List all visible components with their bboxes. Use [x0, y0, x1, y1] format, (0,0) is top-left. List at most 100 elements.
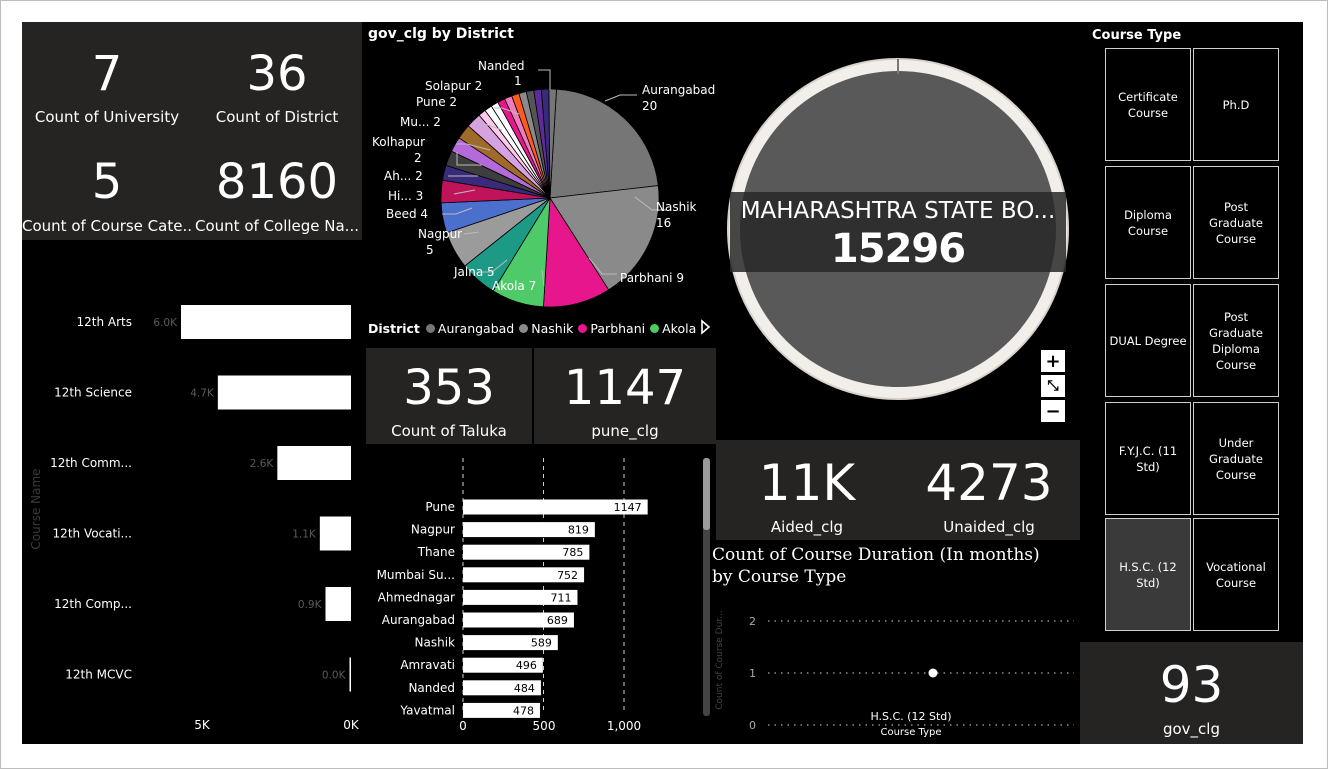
pie-legend[interactable]: District Aurangabad Nashik Parbhani Akol…	[368, 320, 701, 336]
district-bar-value-1: 819	[568, 524, 589, 537]
district-bar-label-0: Pune	[425, 500, 455, 514]
slicer-item-phd[interactable]: Ph.D	[1193, 48, 1279, 161]
pie-slice-small-23[interactable]	[548, 88, 557, 199]
duration-point-0[interactable]	[928, 668, 938, 678]
district-bar-label-1: Nagpur	[411, 523, 455, 537]
legend-item-aurangabad[interactable]: Aurangabad	[425, 320, 515, 336]
kpi-aided-card[interactable]: 11K Aided_clg 4273 Unaided_clg	[716, 440, 1080, 540]
kpi-pune-value: 1147	[563, 360, 687, 416]
pie-label-parbhani: Parbhani 9	[620, 271, 684, 285]
district-bar-value-4: 711	[550, 591, 571, 604]
slicer-item-vocational-course[interactable]: Vocational Course	[1193, 518, 1279, 631]
district-bar-label-6: Nashik	[415, 636, 456, 650]
map-visual[interactable]: MAHARASHTRA STATE BO... 15296	[716, 22, 1080, 436]
district-bar-label-4: Ahmednagar	[378, 590, 455, 604]
pie-label-mu: Mu... 2	[400, 115, 441, 129]
kpi-taluka-card[interactable]: 353 Count of Taluka	[366, 348, 532, 444]
kpi-gov-clg-card[interactable]: 93 gov_clg	[1080, 642, 1303, 744]
kpi-college-name-label: Count of College Na...	[195, 217, 359, 235]
pie-label-akola: Akola 7	[492, 279, 536, 293]
legend-next-icon[interactable]	[699, 319, 711, 335]
slicer-item-certificate-course[interactable]: Certificate Course	[1105, 48, 1191, 161]
course-bar-1[interactable]	[217, 375, 351, 410]
slicer-item-hsc[interactable]: H.S.C. (12 Std)	[1105, 518, 1191, 631]
legend-title: District	[368, 320, 420, 336]
course-name-bar-chart[interactable]: Course Name 5K 0K 12th Arts 6.0K 12th Scie…	[22, 274, 362, 744]
district-scrollbar[interactable]	[703, 458, 710, 716]
pie-label-pune: Pune 2	[416, 95, 457, 109]
district-bar-8[interactable]	[463, 680, 541, 696]
kpi-course-category-label: Count of Course Cate...	[22, 217, 192, 235]
course-bar-4[interactable]	[325, 587, 352, 621]
map-tooltip-label: MAHARASHTRA STATE BO...	[740, 198, 1056, 224]
legend-label: Nashik	[531, 320, 574, 336]
pie-label-aurangabad: Aurangabad	[642, 83, 715, 97]
course-bar-3[interactable]	[319, 516, 351, 551]
pie-slice-aurangabad[interactable]	[549, 88, 659, 199]
map-tooltip: MAHARASHTRA STATE BO... 15296	[730, 192, 1066, 272]
duration-y-tick-1: 1	[749, 667, 756, 680]
district-bar-0[interactable]	[463, 499, 648, 515]
map-fit-button[interactable]: ⤡	[1041, 375, 1065, 397]
district-bar-1[interactable]	[463, 522, 595, 538]
district-bar-5[interactable]	[463, 612, 574, 628]
district-bar-7[interactable]	[463, 657, 543, 673]
slicer-item-dual-degree[interactable]: DUAL Degree	[1105, 284, 1191, 397]
slicer-item-under-graduate-course[interactable]: Under Graduate Course	[1193, 402, 1279, 515]
course-bar-2[interactable]	[277, 446, 351, 480]
kpi-pune-card[interactable]: 1147 pune_clg	[534, 348, 716, 444]
course-bar-5[interactable]	[349, 657, 352, 692]
report-canvas: 7 Count of University 36 Count of Distri…	[22, 22, 1303, 744]
course-bar-value-3: 1.1K	[292, 529, 317, 541]
district-x-tick-500: 500	[533, 719, 556, 733]
legend-item-nashik[interactable]: Nashik	[519, 321, 573, 336]
slicer-item-fyjc[interactable]: F.Y.J.C. (11 Std)	[1105, 402, 1191, 515]
pie-label-solapur: Solapur 2	[425, 79, 482, 93]
kpi-pune-label: pune_clg	[591, 422, 659, 440]
district-x-tick-1000: 1,000	[607, 719, 641, 733]
district-bar-label-2: Thane	[417, 545, 455, 559]
district-bar-6[interactable]	[463, 635, 558, 651]
pie-label-beed: Beed 4	[386, 207, 428, 221]
slicer-item-post-graduate-course[interactable]: Post Graduate Course	[1193, 166, 1279, 279]
kpi-district-label: Count of District	[215, 108, 339, 126]
course-type-slicer[interactable]: Course Type Certificate Course Ph.D Dipl…	[1080, 22, 1303, 640]
district-bar-9[interactable]	[463, 702, 540, 718]
pie-label-jalna: Jalna 5	[453, 265, 495, 279]
kpi-taluka-label: Count of Taluka	[391, 422, 507, 440]
pie-label-nashik-value: 16	[656, 216, 671, 230]
pie-slice-nashik[interactable]	[549, 185, 660, 291]
district-bar-chart[interactable]: 0 500 1,000 Pune 1147 Nagpur 819 Thane 785 Mum…	[362, 450, 716, 744]
district-bar-label-5: Aurangabad	[382, 613, 455, 627]
district-pie-panel[interactable]: gov_clg by District Aurangabad 20	[362, 22, 716, 344]
district-x-tick-0: 0	[459, 719, 467, 733]
legend-label: Akola	[662, 320, 697, 336]
course-bar-0[interactable]	[181, 305, 351, 339]
district-scrollbar-thumb[interactable]	[703, 458, 710, 530]
legend-label: Aurangabad	[437, 320, 515, 336]
duration-y-tick-2: 2	[749, 615, 756, 628]
duration-chart[interactable]: Count of Course Duration (In months) by …	[712, 542, 1080, 744]
pie-svg: Aurangabad 20 Nashik 16 Parbhani 9 Akola…	[372, 59, 715, 308]
map-zoom-out-button[interactable]: −	[1041, 400, 1065, 422]
district-bar-value-2: 785	[562, 546, 583, 559]
course-bar-label-1: 12th Science	[54, 386, 132, 400]
district-bar-4[interactable]	[463, 589, 578, 605]
kpi-card-top-left[interactable]: 7 Count of University 36 Count of Distri…	[22, 22, 362, 240]
district-bar-value-8: 484	[514, 682, 535, 695]
pie-title: gov_clg by District	[368, 26, 514, 42]
district-bar-label-3: Mumbai Su...	[377, 568, 455, 582]
pie-label-nanded: Nanded	[478, 59, 525, 73]
legend-item-parbhani[interactable]: Parbhani	[578, 321, 645, 336]
district-bar-3[interactable]	[463, 567, 585, 583]
district-bar-value-0: 1147	[614, 501, 642, 514]
legend-item-akola[interactable]: Akola	[650, 321, 696, 336]
map-zoom-in-button[interactable]: +	[1041, 350, 1065, 372]
district-bar-svg: 0 500 1,000 Pune 1147 Nagpur 819 Thane 785 Mum…	[377, 458, 648, 733]
duration-y-axis-title: Count of Course Dur...	[715, 610, 725, 710]
district-bar-2[interactable]	[463, 544, 590, 560]
district-bar-label-7: Amravati	[400, 658, 455, 672]
slicer-item-post-graduate-diploma-course[interactable]: Post Graduate Diploma Course	[1193, 284, 1279, 397]
slicer-item-diploma-course[interactable]: Diploma Course	[1105, 166, 1191, 279]
kpi-college-name-value: 8160	[215, 154, 339, 210]
